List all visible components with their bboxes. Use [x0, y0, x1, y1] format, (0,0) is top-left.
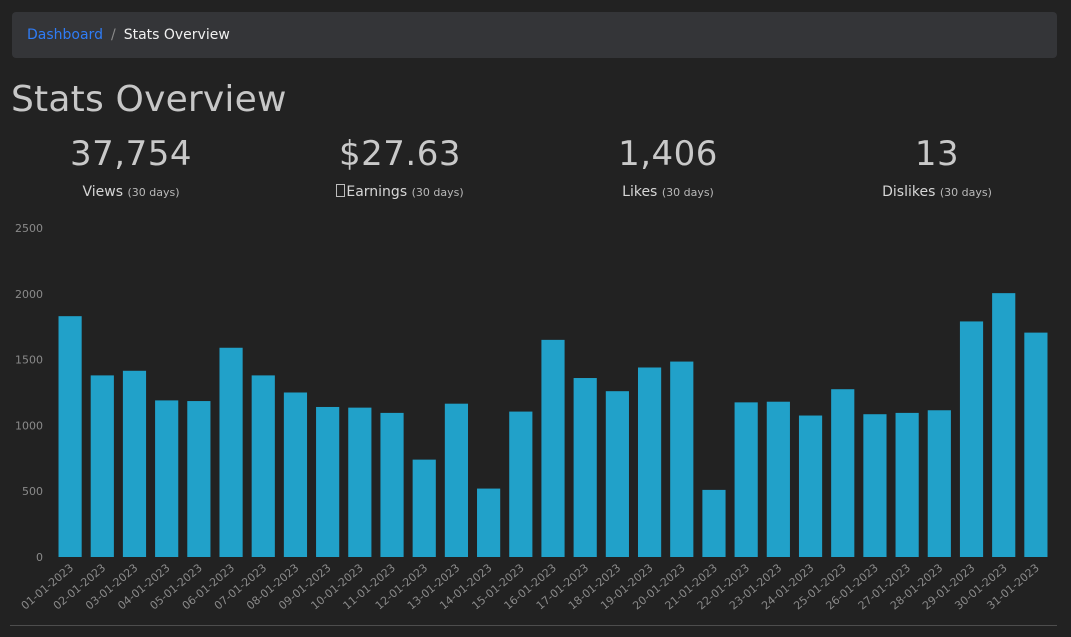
bar-17-01-2023 [573, 378, 597, 557]
bar-24-01-2023 [798, 415, 823, 557]
stat-likes-label-text: Likes [622, 184, 658, 200]
bar-19-01-2023 [637, 367, 662, 557]
stat-views: 37,754 Views (30 days) [1, 130, 261, 200]
stat-views-label-text: Views [82, 184, 124, 200]
bar-01-01-2023 [58, 316, 82, 557]
stat-dislikes-value: 13 [914, 134, 960, 174]
bar-06-01-2023 [219, 347, 243, 557]
stat-likes: 1,406 Likes (30 days) [538, 130, 798, 200]
y-tick-label: 500 [22, 485, 43, 498]
bar-27-01-2023 [895, 412, 919, 557]
breadcrumb: Dashboard / Stats Overview [12, 12, 1057, 58]
bar-22-01-2023 [734, 402, 758, 557]
page-title: Stats Overview [11, 79, 287, 120]
breadcrumb-dashboard-link[interactable]: Dashboard [27, 27, 103, 43]
stat-dislikes: 13 Dislikes (30 days) [807, 130, 1067, 200]
y-tick-label: 0 [36, 551, 43, 564]
bar-05-01-2023 [187, 401, 211, 557]
bar-30-01-2023 [992, 293, 1016, 557]
bar-11-01-2023 [380, 412, 404, 557]
y-tick-label: 2000 [15, 288, 43, 301]
bar-15-01-2023 [509, 411, 533, 557]
bar-10-01-2023 [348, 407, 372, 557]
breadcrumb-separator: / [110, 27, 116, 43]
stat-earnings-label-text: Earnings [346, 184, 408, 200]
bar-18-01-2023 [605, 391, 629, 557]
glyph-icon [336, 184, 346, 197]
stats-row: 37,754 Views (30 days) $27.63 Earnings (… [0, 130, 1071, 210]
bar-12-01-2023 [412, 459, 436, 557]
bar-29-01-2023 [959, 321, 984, 557]
views-bar-chart: 0500100015002000250001-01-202302-01-2023… [15, 222, 1048, 612]
bar-23-01-2023 [766, 401, 790, 557]
bar-26-01-2023 [863, 414, 887, 557]
bar-02-01-2023 [90, 375, 114, 557]
bar-13-01-2023 [444, 403, 469, 557]
bottom-divider [10, 625, 1057, 626]
bar-21-01-2023 [702, 489, 726, 557]
bar-03-01-2023 [122, 370, 147, 557]
y-tick-label: 1000 [15, 419, 43, 432]
y-tick-label: 1500 [15, 354, 43, 367]
bar-04-01-2023 [155, 400, 179, 557]
stat-dislikes-label-text: Dislikes [882, 184, 936, 200]
bar-07-01-2023 [251, 375, 275, 557]
bar-08-01-2023 [283, 392, 308, 557]
bar-25-01-2023 [831, 389, 855, 557]
stat-dislikes-label: Dislikes (30 days) [807, 184, 1067, 200]
stat-earnings-period: (30 days) [411, 186, 464, 199]
bar-28-01-2023 [927, 410, 951, 557]
breadcrumb-current: Stats Overview [123, 27, 230, 43]
stat-earnings: $27.63 Earnings (30 days) [270, 130, 530, 200]
stat-views-value: 37,754 [70, 134, 192, 174]
stat-views-period: (30 days) [127, 186, 180, 199]
bar-14-01-2023 [477, 488, 501, 557]
stat-likes-period: (30 days) [661, 186, 714, 199]
bar-20-01-2023 [670, 361, 694, 557]
y-tick-label: 2500 [15, 222, 43, 235]
stat-earnings-value: $27.63 [339, 134, 461, 174]
stat-dislikes-period: (30 days) [939, 186, 992, 199]
stat-likes-value: 1,406 [618, 134, 718, 174]
bar-31-01-2023 [1024, 332, 1048, 557]
stat-likes-label: Likes (30 days) [538, 184, 798, 200]
bar-16-01-2023 [541, 339, 565, 557]
stat-views-label: Views (30 days) [1, 184, 261, 200]
bar-09-01-2023 [316, 406, 340, 557]
stat-earnings-label: Earnings (30 days) [270, 184, 530, 200]
